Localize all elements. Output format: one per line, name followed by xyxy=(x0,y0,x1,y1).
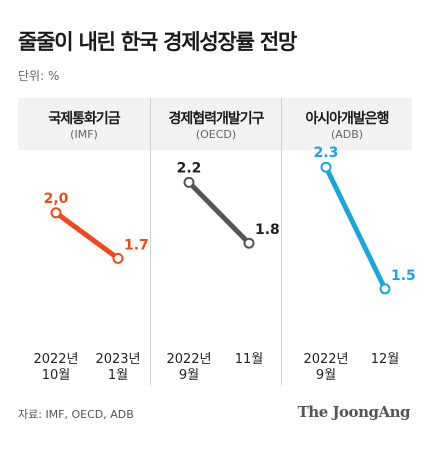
x-tick-label: 2022년 xyxy=(33,352,78,367)
x-tick-label: 9월 xyxy=(316,368,336,383)
panel-divider xyxy=(150,98,151,385)
data-label: 1.5 xyxy=(391,268,416,284)
series-line xyxy=(186,179,252,246)
x-tick-label: 2023년 xyxy=(95,352,140,367)
x-tick-label: 10월 xyxy=(42,368,71,383)
panel-header xyxy=(18,98,150,150)
data-point xyxy=(379,283,391,295)
page-title: 줄줄이 내린 한국 경제성장률 전망 xyxy=(18,30,297,54)
panel-subtitle: (IMF) xyxy=(70,128,98,141)
series-line xyxy=(53,210,121,261)
unit-label: 단위: % xyxy=(18,69,60,83)
data-point xyxy=(50,207,62,219)
panel-title: 경제협력개발기구 xyxy=(168,111,264,127)
data-label: 1.8 xyxy=(255,222,280,238)
x-tick-label: 11월 xyxy=(235,352,264,367)
x-tick-label: 2022년 xyxy=(166,352,211,367)
panel-subtitle: (OECD) xyxy=(195,128,237,141)
panel-imf: 국제통화기금 (IMF) xyxy=(18,98,150,385)
brand-logo: The JoongAng xyxy=(297,403,411,421)
x-tick-label: 2022년 xyxy=(303,352,348,367)
panel-title: 아시아개발은행 xyxy=(305,111,389,127)
source-note: 자료: IMF, OECD, ADB xyxy=(18,408,134,421)
panel-divider xyxy=(281,98,282,385)
panel-subtitle: (ADB) xyxy=(330,128,364,141)
x-tick-label: 12월 xyxy=(371,352,400,367)
panel-header xyxy=(151,98,281,150)
x-tick-label: 1월 xyxy=(108,368,128,383)
panel-oecd: 경제협력개발기구 (OECD) xyxy=(151,98,281,385)
data-label: 2,0 xyxy=(44,191,69,207)
data-point xyxy=(243,237,255,249)
data-point xyxy=(183,176,195,188)
data-label: 1.7 xyxy=(124,237,149,253)
panel-adb: 아시아개발은행 (ADB) xyxy=(282,98,412,385)
panel-header xyxy=(282,98,412,150)
series-line xyxy=(323,164,388,292)
panel-title: 국제통화기금 xyxy=(48,111,120,127)
x-tick-label: 9월 xyxy=(179,368,199,383)
data-point xyxy=(320,161,332,173)
data-label: 2.2 xyxy=(177,160,202,176)
data-point xyxy=(112,252,124,264)
data-label: 2.3 xyxy=(314,145,339,161)
